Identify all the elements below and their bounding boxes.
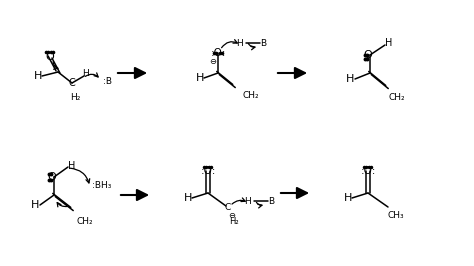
Text: H: H (34, 71, 42, 81)
Text: H: H (385, 38, 392, 48)
Text: H₂: H₂ (229, 217, 239, 226)
Text: O: O (47, 172, 56, 182)
FancyArrowPatch shape (53, 62, 58, 69)
Text: H: H (245, 197, 251, 206)
Text: H: H (31, 200, 39, 210)
Text: B: B (260, 39, 266, 48)
FancyArrowPatch shape (221, 40, 237, 48)
Text: O: O (46, 52, 55, 62)
FancyArrowPatch shape (232, 198, 245, 204)
Text: H: H (196, 73, 204, 83)
Text: :O:: :O: (210, 48, 226, 58)
Text: B: B (268, 197, 274, 206)
Text: H₂: H₂ (70, 93, 80, 102)
Text: :BH₃: :BH₃ (92, 181, 112, 190)
Text: H: H (344, 193, 352, 203)
FancyArrowPatch shape (85, 73, 98, 77)
Text: ⊖: ⊖ (210, 57, 217, 66)
Text: CH₂: CH₂ (243, 90, 259, 99)
Text: :O:: :O: (360, 166, 376, 176)
Text: O: O (364, 50, 373, 60)
Text: H: H (346, 74, 354, 84)
FancyArrowPatch shape (248, 43, 255, 50)
FancyArrowPatch shape (57, 202, 67, 207)
Text: H: H (68, 161, 76, 171)
Text: :B: :B (103, 77, 112, 86)
Text: H: H (237, 39, 243, 48)
Text: CH₂: CH₂ (389, 93, 405, 102)
Text: CH₂: CH₂ (77, 218, 93, 227)
FancyArrowPatch shape (256, 202, 262, 208)
Text: C: C (225, 203, 231, 213)
FancyArrowPatch shape (70, 168, 90, 183)
Text: CH₃: CH₃ (388, 210, 404, 219)
Text: ⊖: ⊖ (228, 211, 236, 221)
Text: H: H (184, 193, 192, 203)
Text: :O:: :O: (201, 166, 216, 176)
Text: H: H (82, 69, 90, 78)
Text: C: C (69, 78, 75, 88)
